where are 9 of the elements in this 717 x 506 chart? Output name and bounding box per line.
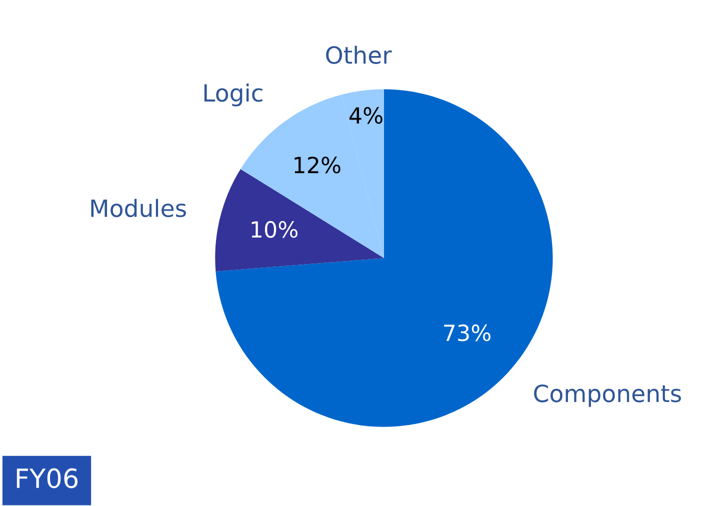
data-label: 12%	[294, 156, 340, 174]
data-label: 10%	[252, 221, 298, 238]
slice-label: Other	[326, 46, 392, 64]
slice-label: Components	[534, 384, 681, 407]
text: FY06	[16, 468, 78, 488]
slice-label: Logic	[204, 84, 262, 106]
data-label: 4%	[349, 107, 382, 124]
data-label: 73%	[444, 324, 491, 342]
slice-label: Modules	[91, 198, 186, 218]
